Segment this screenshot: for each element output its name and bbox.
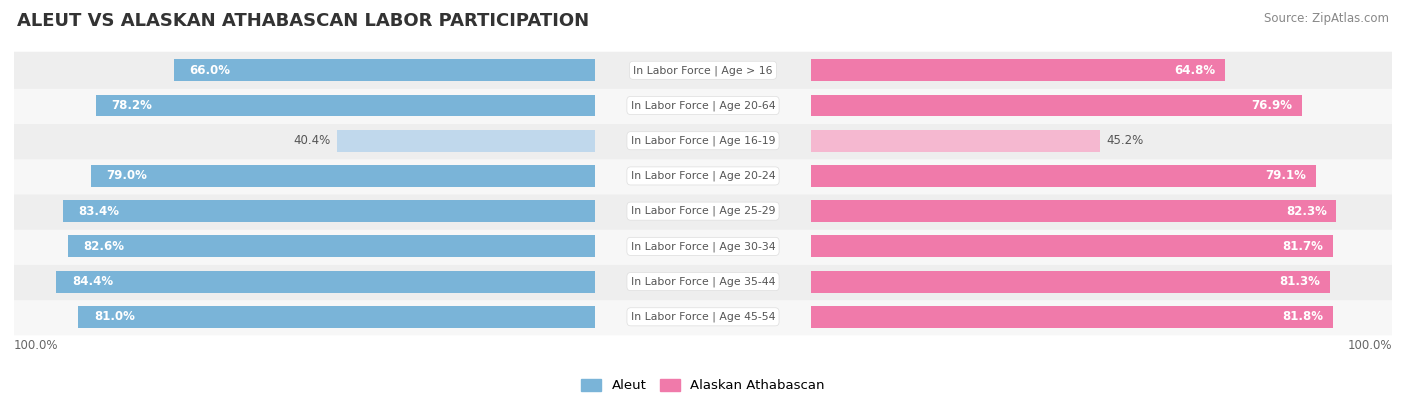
Text: 82.6%: 82.6% (83, 240, 125, 253)
Bar (56, 271, 595, 293)
Bar (90, 165, 595, 187)
Text: 45.2%: 45.2% (1107, 134, 1143, 147)
Bar (62, 200, 595, 222)
Text: 64.8%: 64.8% (1174, 64, 1215, 77)
Text: 81.8%: 81.8% (1282, 310, 1323, 324)
FancyBboxPatch shape (14, 263, 1392, 300)
Text: In Labor Force | Age 25-29: In Labor Force | Age 25-29 (631, 206, 775, 216)
Bar (811, 200, 1337, 222)
FancyBboxPatch shape (14, 87, 1392, 124)
Bar (77, 306, 595, 328)
Bar (811, 306, 1333, 328)
Text: 79.0%: 79.0% (107, 169, 148, 182)
FancyBboxPatch shape (14, 228, 1392, 265)
Bar (337, 130, 595, 152)
Bar (811, 235, 1333, 257)
Text: 40.4%: 40.4% (294, 134, 330, 147)
Text: 100.0%: 100.0% (14, 339, 59, 352)
Text: 81.0%: 81.0% (94, 310, 135, 324)
Text: 84.4%: 84.4% (72, 275, 114, 288)
Text: In Labor Force | Age > 16: In Labor Force | Age > 16 (633, 65, 773, 75)
Text: In Labor Force | Age 20-24: In Labor Force | Age 20-24 (631, 171, 775, 181)
Text: 76.9%: 76.9% (1251, 99, 1292, 112)
Bar (811, 59, 1225, 81)
Bar (811, 94, 1302, 117)
Text: 81.7%: 81.7% (1282, 240, 1323, 253)
Text: ALEUT VS ALASKAN ATHABASCAN LABOR PARTICIPATION: ALEUT VS ALASKAN ATHABASCAN LABOR PARTIC… (17, 12, 589, 30)
Bar (811, 271, 1330, 293)
FancyBboxPatch shape (14, 157, 1392, 194)
Text: 78.2%: 78.2% (111, 99, 152, 112)
Legend: Aleut, Alaskan Athabascan: Aleut, Alaskan Athabascan (576, 373, 830, 395)
FancyBboxPatch shape (14, 122, 1392, 159)
Text: 83.4%: 83.4% (79, 205, 120, 218)
Text: 66.0%: 66.0% (190, 64, 231, 77)
Bar (67, 235, 595, 257)
Text: 79.1%: 79.1% (1265, 169, 1306, 182)
Text: 100.0%: 100.0% (1347, 339, 1392, 352)
Bar (811, 130, 1099, 152)
Text: Source: ZipAtlas.com: Source: ZipAtlas.com (1264, 12, 1389, 25)
FancyBboxPatch shape (14, 52, 1392, 89)
Text: In Labor Force | Age 16-19: In Labor Force | Age 16-19 (631, 135, 775, 146)
Text: 82.3%: 82.3% (1286, 205, 1327, 218)
Text: In Labor Force | Age 30-34: In Labor Force | Age 30-34 (631, 241, 775, 252)
FancyBboxPatch shape (14, 298, 1392, 335)
Text: In Labor Force | Age 20-64: In Labor Force | Age 20-64 (631, 100, 775, 111)
Bar (173, 59, 595, 81)
FancyBboxPatch shape (14, 193, 1392, 230)
Text: In Labor Force | Age 35-44: In Labor Force | Age 35-44 (631, 276, 775, 287)
Bar (96, 94, 595, 117)
Text: In Labor Force | Age 45-54: In Labor Force | Age 45-54 (631, 312, 775, 322)
Bar (811, 165, 1316, 187)
Text: 81.3%: 81.3% (1279, 275, 1320, 288)
